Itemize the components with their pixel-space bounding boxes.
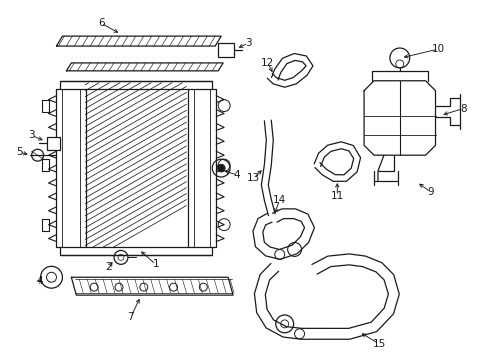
Text: 9: 9 (427, 187, 433, 197)
Text: 11: 11 (330, 191, 343, 201)
Bar (46, 137, 61, 150)
Text: 7: 7 (127, 312, 134, 322)
Text: 13: 13 (247, 173, 260, 183)
Text: 14: 14 (272, 195, 286, 205)
Text: 5: 5 (17, 147, 23, 157)
Text: 3: 3 (244, 38, 251, 48)
Text: 8: 8 (459, 104, 466, 113)
Bar (218, 43, 234, 57)
Text: 6: 6 (98, 18, 104, 28)
Text: 2: 2 (105, 262, 112, 272)
Text: 3: 3 (28, 130, 35, 140)
Circle shape (217, 164, 224, 172)
Text: 4: 4 (233, 170, 240, 180)
Text: 1: 1 (152, 259, 159, 269)
Text: 12: 12 (261, 58, 274, 68)
Text: 4: 4 (36, 276, 43, 286)
Text: 15: 15 (371, 339, 385, 349)
Text: 10: 10 (431, 44, 444, 54)
